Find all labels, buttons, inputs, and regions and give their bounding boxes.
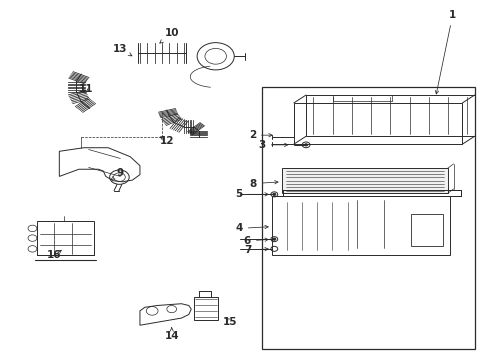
Bar [411, 214, 443, 246]
Text: 12: 12 [160, 136, 174, 145]
Text: 1: 1 [435, 10, 456, 94]
Text: 3: 3 [259, 140, 288, 150]
Text: 4: 4 [236, 224, 268, 233]
Circle shape [305, 144, 308, 146]
Circle shape [273, 238, 276, 240]
Text: 16: 16 [47, 250, 62, 260]
Text: 5: 5 [236, 189, 268, 199]
Text: 7: 7 [244, 245, 268, 255]
Text: 10: 10 [160, 28, 179, 43]
Text: 15: 15 [223, 317, 238, 327]
Text: 9: 9 [111, 168, 124, 180]
Bar [194, 297, 218, 320]
Text: 2: 2 [249, 130, 272, 140]
Text: 13: 13 [113, 44, 132, 56]
Text: 14: 14 [165, 328, 179, 341]
Text: 11: 11 [79, 84, 94, 94]
Bar [262, 87, 475, 348]
Bar [282, 168, 448, 193]
Text: 6: 6 [244, 236, 268, 246]
Circle shape [273, 193, 276, 195]
Text: 8: 8 [250, 179, 278, 189]
